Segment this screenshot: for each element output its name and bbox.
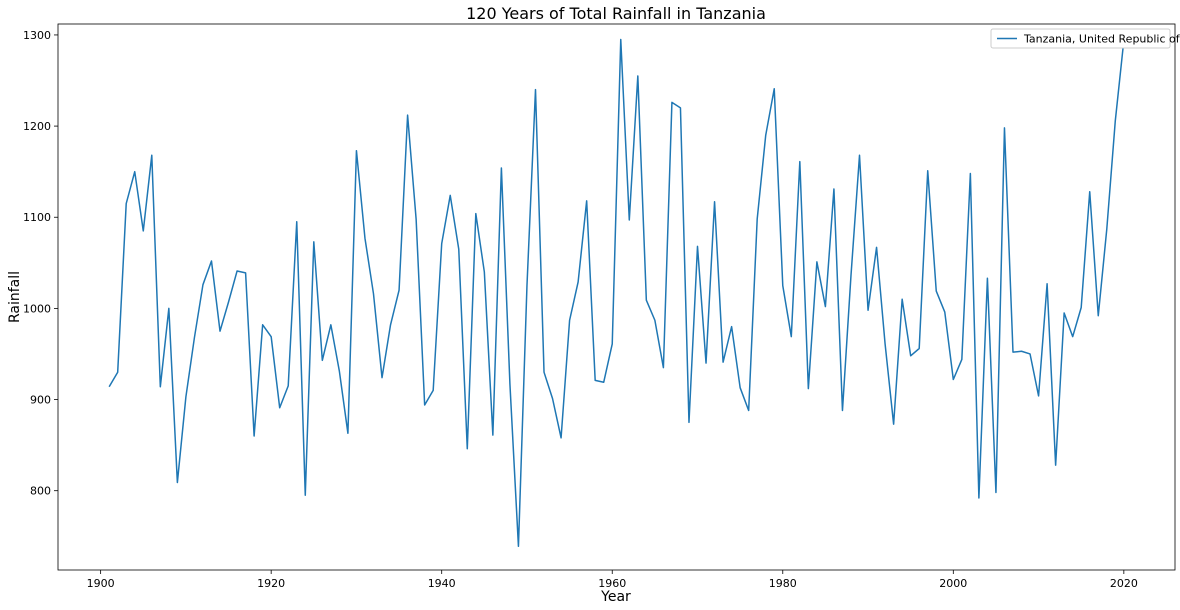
- x-tick-label: 2000: [939, 577, 967, 590]
- chart-title: 120 Years of Total Rainfall in Tanzania: [466, 4, 766, 23]
- series-layer: [108, 38, 1125, 548]
- legend: Tanzania, United Republic of: [990, 28, 1180, 49]
- y-tick-label: 900: [30, 394, 51, 407]
- y-tick-label: 1200: [23, 120, 51, 133]
- series-line: [108, 38, 1125, 548]
- x-tick-label: 1980: [769, 577, 797, 590]
- y-tick-label: 1100: [23, 211, 51, 224]
- x-axis-label: Year: [600, 589, 631, 605]
- legend-box: [990, 28, 1171, 49]
- x-tick-label: 1920: [257, 577, 285, 590]
- y-axis: 800 900 1000 1100 1200 1300: [23, 29, 58, 498]
- legend-label: Tanzania, United Republic of: [1023, 33, 1180, 46]
- plot-area: [57, 23, 1176, 571]
- y-tick-label: 800: [30, 485, 51, 498]
- x-tick-label: 1940: [428, 577, 456, 590]
- y-axis-label: Rainfall: [7, 271, 23, 323]
- plot-frame: [57, 23, 1176, 571]
- x-tick-label: 2020: [1110, 577, 1138, 590]
- x-axis: 1900 1920 1940 1960 1980 2000 2020: [87, 570, 1138, 590]
- x-tick-label: 1960: [598, 577, 626, 590]
- y-tick-label: 1000: [23, 302, 51, 315]
- y-tick-label: 1300: [23, 29, 51, 42]
- x-tick-label: 1900: [87, 577, 115, 590]
